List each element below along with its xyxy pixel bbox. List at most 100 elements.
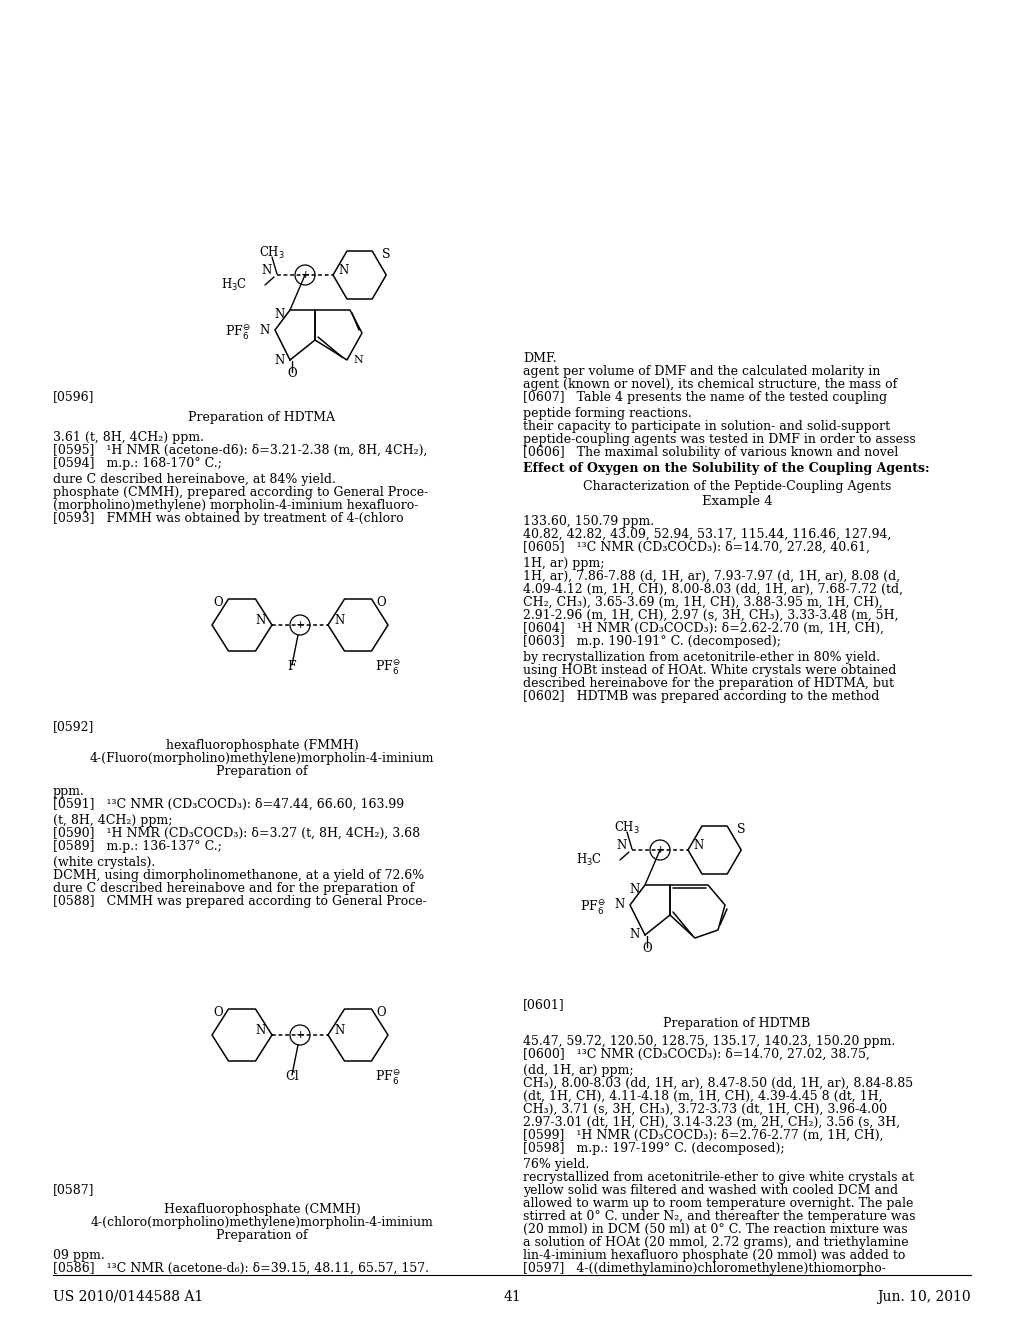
Text: PF$_6^{\ominus}$: PF$_6^{\ominus}$ bbox=[375, 659, 400, 677]
Text: N: N bbox=[353, 355, 362, 366]
Text: by recrystallization from acetonitrile-ether in 80% yield.: by recrystallization from acetonitrile-e… bbox=[523, 651, 880, 664]
Text: [0592]: [0592] bbox=[53, 719, 94, 733]
Text: [0588]   CMMH was prepared according to General Proce-: [0588] CMMH was prepared according to Ge… bbox=[53, 895, 427, 908]
Text: O: O bbox=[377, 597, 386, 609]
Text: [0606]   The maximal solubility of various known and novel: [0606] The maximal solubility of various… bbox=[523, 446, 898, 459]
Text: 4-(Fluoro(morpholino)methylene)morpholin-4-iminium: 4-(Fluoro(morpholino)methylene)morpholin… bbox=[90, 752, 434, 766]
Text: Characterization of the Peptide-Coupling Agents: Characterization of the Peptide-Coupling… bbox=[583, 480, 891, 492]
Text: [0600]   ¹³C NMR (CD₃COCD₃): δ=14.70, 27.02, 38.75,: [0600] ¹³C NMR (CD₃COCD₃): δ=14.70, 27.0… bbox=[523, 1048, 869, 1061]
Text: S: S bbox=[737, 822, 745, 836]
Text: S: S bbox=[382, 248, 391, 261]
Text: N: N bbox=[262, 264, 272, 277]
Text: dure C described hereinabove, at 84% yield.: dure C described hereinabove, at 84% yie… bbox=[53, 473, 336, 486]
Text: DCMH, using dimorpholinomethanone, at a yield of 72.6%: DCMH, using dimorpholinomethanone, at a … bbox=[53, 869, 424, 882]
Text: 4.09-4.12 (m, 1H, CH), 8.00-8.03 (dd, 1H, ar), 7.68-7.72 (td,: 4.09-4.12 (m, 1H, CH), 8.00-8.03 (dd, 1H… bbox=[523, 583, 903, 597]
Text: N: N bbox=[256, 614, 266, 627]
Text: [0605]   ¹³C NMR (CD₃COCD₃): δ=14.70, 27.28, 40.61,: [0605] ¹³C NMR (CD₃COCD₃): δ=14.70, 27.2… bbox=[523, 541, 870, 554]
Text: Effect of Oxygen on the Solubility of the Coupling Agents:: Effect of Oxygen on the Solubility of th… bbox=[523, 462, 930, 475]
Text: CH$_3$: CH$_3$ bbox=[259, 246, 285, 261]
Text: described hereinabove for the preparation of HDTMA, but: described hereinabove for the preparatio… bbox=[523, 677, 894, 690]
Text: N: N bbox=[334, 1024, 344, 1038]
Text: 76% yield.: 76% yield. bbox=[523, 1158, 590, 1171]
Text: agent per volume of DMF and the calculated molarity in: agent per volume of DMF and the calculat… bbox=[523, 366, 881, 378]
Text: (t, 8H, 4CH₂) ppm;: (t, 8H, 4CH₂) ppm; bbox=[53, 814, 172, 828]
Text: Preparation of: Preparation of bbox=[216, 1229, 308, 1242]
Text: agent (known or novel), its chemical structure, the mass of: agent (known or novel), its chemical str… bbox=[523, 378, 897, 391]
Text: PF$_6^{\ominus}$: PF$_6^{\ominus}$ bbox=[580, 899, 606, 917]
Text: Preparation of HDTMB: Preparation of HDTMB bbox=[664, 1016, 811, 1030]
Text: +: + bbox=[655, 845, 665, 855]
Text: 40.82, 42.82, 43.09, 52.94, 53.17, 115.44, 116.46, 127.94,: 40.82, 42.82, 43.09, 52.94, 53.17, 115.4… bbox=[523, 528, 891, 541]
Text: recrystallized from acetonitrile-ether to give white crystals at: recrystallized from acetonitrile-ether t… bbox=[523, 1171, 914, 1184]
Text: US 2010/0144588 A1: US 2010/0144588 A1 bbox=[53, 1290, 203, 1304]
Text: [0603]   m.p. 190-191° C. (decomposed);: [0603] m.p. 190-191° C. (decomposed); bbox=[523, 635, 781, 648]
Text: [0589]   m.p.: 136-137° C.;: [0589] m.p.: 136-137° C.; bbox=[53, 840, 222, 853]
Text: DMF.: DMF. bbox=[523, 352, 556, 366]
Text: 2.91-2.96 (m, 1H, CH), 2.97 (s, 3H, CH₃), 3.33-3.48 (m, 5H,: 2.91-2.96 (m, 1H, CH), 2.97 (s, 3H, CH₃)… bbox=[523, 609, 898, 622]
Text: 1H, ar), 7.86-7.88 (d, 1H, ar), 7.93-7.97 (d, 1H, ar), 8.08 (d,: 1H, ar), 7.86-7.88 (d, 1H, ar), 7.93-7.9… bbox=[523, 570, 900, 583]
Text: 09 ppm.: 09 ppm. bbox=[53, 1249, 104, 1262]
Text: N: N bbox=[260, 323, 270, 337]
Text: Example 4: Example 4 bbox=[701, 495, 772, 508]
Text: [0595]   ¹H NMR (acetone-d6): δ=3.21-2.38 (m, 8H, 4CH₂),: [0595] ¹H NMR (acetone-d6): δ=3.21-2.38 … bbox=[53, 444, 427, 457]
Text: N: N bbox=[693, 840, 703, 851]
Text: H$_3$C: H$_3$C bbox=[221, 277, 247, 293]
Text: N: N bbox=[256, 1024, 266, 1038]
Text: [0593]   FMMH was obtained by treatment of 4-(chloro: [0593] FMMH was obtained by treatment of… bbox=[53, 512, 403, 525]
Text: O: O bbox=[214, 597, 223, 609]
Text: (morpholino)methylene) morpholin-4-iminium hexafluoro-: (morpholino)methylene) morpholin-4-imini… bbox=[53, 499, 419, 512]
Text: (20 mmol) in DCM (50 ml) at 0° C. The reaction mixture was: (20 mmol) in DCM (50 ml) at 0° C. The re… bbox=[523, 1224, 907, 1236]
Text: O: O bbox=[287, 367, 297, 380]
Text: [0591]   ¹³C NMR (CD₃COCD₃): δ=47.44, 66.60, 163.99: [0591] ¹³C NMR (CD₃COCD₃): δ=47.44, 66.6… bbox=[53, 799, 404, 810]
Text: O: O bbox=[642, 942, 652, 954]
Text: yellow solid was filtered and washed with cooled DCM and: yellow solid was filtered and washed wit… bbox=[523, 1184, 898, 1197]
Text: 2.97-3.01 (dt, 1H, CH), 3.14-3.23 (m, 2H, CH₂), 3.56 (s, 3H,: 2.97-3.01 (dt, 1H, CH), 3.14-3.23 (m, 2H… bbox=[523, 1115, 900, 1129]
Text: [0604]   ¹H NMR (CD₃COCD₃): δ=2.62-2.70 (m, 1H, CH),: [0604] ¹H NMR (CD₃COCD₃): δ=2.62-2.70 (m… bbox=[523, 622, 884, 635]
Text: Hexafluorophosphate (CMMH): Hexafluorophosphate (CMMH) bbox=[164, 1203, 360, 1216]
Text: [0601]: [0601] bbox=[523, 998, 565, 1011]
Text: N: N bbox=[338, 264, 348, 277]
Text: CH₂, CH₃), 3.65-3.69 (m, 1H, CH), 3.88-3.95 m, 1H, CH),: CH₂, CH₃), 3.65-3.69 (m, 1H, CH), 3.88-3… bbox=[523, 597, 883, 609]
Text: N: N bbox=[334, 614, 344, 627]
Text: H$_3$C: H$_3$C bbox=[575, 851, 602, 869]
Text: [0590]   ¹H NMR (CD₃COCD₃): δ=3.27 (t, 8H, 4CH₂), 3.68: [0590] ¹H NMR (CD₃COCD₃): δ=3.27 (t, 8H,… bbox=[53, 828, 420, 840]
Text: [0599]   ¹H NMR (CD₃COCD₃): δ=2.76-2.77 (m, 1H, CH),: [0599] ¹H NMR (CD₃COCD₃): δ=2.76-2.77 (m… bbox=[523, 1129, 884, 1142]
Text: [0587]: [0587] bbox=[53, 1183, 94, 1196]
Text: allowed to warm up to room temperature overnight. The pale: allowed to warm up to room temperature o… bbox=[523, 1197, 913, 1210]
Text: Preparation of HDTMA: Preparation of HDTMA bbox=[188, 411, 336, 424]
Text: O: O bbox=[214, 1006, 223, 1019]
Text: [0594]   m.p.: 168-170° C.;: [0594] m.p.: 168-170° C.; bbox=[53, 457, 222, 470]
Text: [0598]   m.p.: 197-199° C. (decomposed);: [0598] m.p.: 197-199° C. (decomposed); bbox=[523, 1142, 784, 1155]
Text: Preparation of: Preparation of bbox=[216, 766, 308, 777]
Text: N: N bbox=[614, 899, 625, 912]
Text: N: N bbox=[630, 928, 640, 941]
Text: a solution of HOAt (20 mmol, 2.72 grams), and triethylamine: a solution of HOAt (20 mmol, 2.72 grams)… bbox=[523, 1236, 908, 1249]
Text: Cl: Cl bbox=[286, 1071, 299, 1082]
Text: (white crystals).: (white crystals). bbox=[53, 855, 156, 869]
Text: PF$_6^{\ominus}$: PF$_6^{\ominus}$ bbox=[375, 1069, 400, 1086]
Text: phosphate (CMMH), prepared according to General Proce-: phosphate (CMMH), prepared according to … bbox=[53, 486, 428, 499]
Text: [0596]: [0596] bbox=[53, 389, 94, 403]
Text: hexafluorophosphate (FMMH): hexafluorophosphate (FMMH) bbox=[166, 739, 358, 752]
Text: CH$_3$: CH$_3$ bbox=[614, 820, 640, 836]
Text: Jun. 10, 2010: Jun. 10, 2010 bbox=[878, 1290, 971, 1304]
Text: N: N bbox=[274, 308, 285, 321]
Text: +: + bbox=[295, 620, 305, 630]
Text: 1H, ar) ppm;: 1H, ar) ppm; bbox=[523, 557, 604, 570]
Text: [0607]   Table 4 presents the name of the tested coupling: [0607] Table 4 presents the name of the … bbox=[523, 391, 887, 404]
Text: O: O bbox=[377, 1006, 386, 1019]
Text: (dt, 1H, CH), 4.11-4.18 (m, 1H, CH), 4.39-4.45 8 (dt, 1H,: (dt, 1H, CH), 4.11-4.18 (m, 1H, CH), 4.3… bbox=[523, 1090, 883, 1104]
Text: lin-4-iminium hexafluoro phosphate (20 mmol) was added to: lin-4-iminium hexafluoro phosphate (20 m… bbox=[523, 1249, 905, 1262]
Text: 3.61 (t, 8H, 4CH₂) ppm.: 3.61 (t, 8H, 4CH₂) ppm. bbox=[53, 432, 204, 444]
Text: dure C described hereinabove and for the preparation of: dure C described hereinabove and for the… bbox=[53, 882, 415, 895]
Text: CH₃), 8.00-8.03 (dd, 1H, ar), 8.47-8.50 (dd, 1H, ar), 8.84-8.85: CH₃), 8.00-8.03 (dd, 1H, ar), 8.47-8.50 … bbox=[523, 1077, 913, 1090]
Text: [0597]   4-((dimethylamino)chloromethylene)thiomorpho-: [0597] 4-((dimethylamino)chloromethylene… bbox=[523, 1262, 886, 1275]
Text: N: N bbox=[616, 840, 627, 851]
Text: ppm.: ppm. bbox=[53, 785, 85, 799]
Text: +: + bbox=[295, 1030, 305, 1040]
Text: 45.47, 59.72, 120.50, 128.75, 135.17, 140.23, 150.20 ppm.: 45.47, 59.72, 120.50, 128.75, 135.17, 14… bbox=[523, 1035, 895, 1048]
Text: F: F bbox=[288, 660, 296, 673]
Text: peptide forming reactions.: peptide forming reactions. bbox=[523, 407, 692, 420]
Text: CH₃), 3.71 (s, 3H, CH₃), 3.72-3.73 (dt, 1H, CH), 3.96-4.00: CH₃), 3.71 (s, 3H, CH₃), 3.72-3.73 (dt, … bbox=[523, 1104, 887, 1115]
Text: 133.60, 150.79 ppm.: 133.60, 150.79 ppm. bbox=[523, 515, 654, 528]
